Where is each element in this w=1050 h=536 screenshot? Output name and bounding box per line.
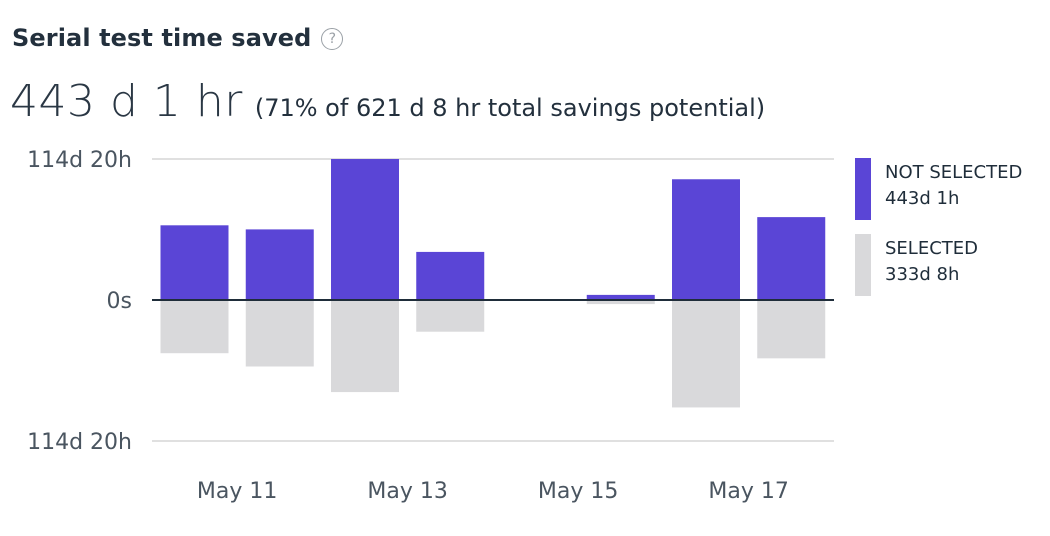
bar-selected[interactable] (586, 300, 655, 305)
bar-not-selected[interactable] (672, 179, 740, 300)
bar-not-selected[interactable] (331, 159, 399, 300)
bar-selected[interactable] (757, 300, 826, 359)
x-tick-label: May 17 (708, 479, 788, 504)
x-tick-label: May 11 (197, 479, 277, 504)
y-tick-label: 0s (107, 289, 132, 314)
legend-swatch-not-selected (855, 158, 871, 220)
y-tick-label: 114d 20h (27, 148, 132, 173)
savings-potential-text: (71% of 621 d 8 hr total savings potenti… (254, 94, 766, 122)
legend-value-selected: 333d 8h (885, 264, 960, 285)
bar-not-selected[interactable] (586, 294, 655, 300)
legend-value-not-selected: 443d 1h (885, 188, 960, 209)
bar-selected[interactable] (245, 300, 314, 367)
legend: NOT SELECTED 443d 1h SELECTED 333d 8h (855, 158, 1022, 310)
legend-item-not-selected[interactable]: NOT SELECTED 443d 1h (855, 158, 1022, 220)
x-tick-label: May 13 (367, 479, 447, 504)
x-tick-label: May 15 (538, 479, 618, 504)
legend-swatch-selected (855, 234, 871, 296)
bar-not-selected[interactable] (160, 225, 229, 300)
bar-selected[interactable] (160, 300, 229, 354)
chart-title: Serial test time saved (12, 24, 312, 52)
bar-not-selected[interactable] (757, 217, 826, 300)
headline: 443 d 1 hr (71% of 621 d 8 hr total savi… (10, 76, 765, 127)
total-saved-value: 443 d 1 hr (10, 76, 243, 127)
y-tick-label: 114d 20h (27, 430, 132, 455)
legend-item-selected[interactable]: SELECTED 333d 8h (855, 234, 1022, 296)
bar-not-selected[interactable] (416, 251, 485, 300)
bar-not-selected[interactable] (245, 229, 314, 300)
legend-label-selected: SELECTED (885, 238, 978, 259)
chart-header: Serial test time saved ? (12, 20, 344, 56)
help-circle-icon[interactable]: ? (321, 28, 344, 50)
bar-selected[interactable] (416, 300, 485, 332)
bar-selected[interactable] (672, 300, 740, 408)
legend-label-not-selected: NOT SELECTED (885, 162, 1023, 183)
bar-selected[interactable] (331, 300, 399, 393)
